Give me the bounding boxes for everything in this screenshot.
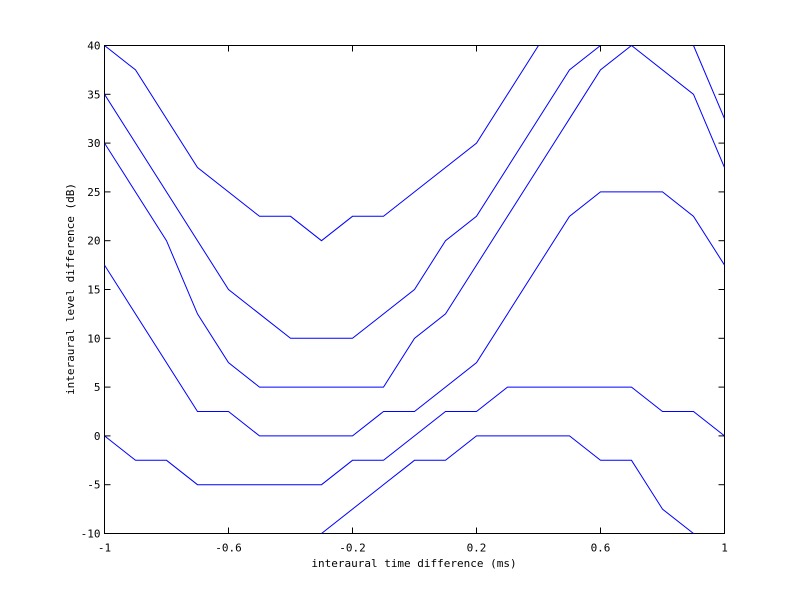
y-tick-label: 5 xyxy=(94,381,101,394)
series-line-4 xyxy=(104,191,725,437)
y-tick-label: -10 xyxy=(81,528,101,541)
ticks-layer xyxy=(104,45,725,534)
y-tick-label: 20 xyxy=(87,235,100,248)
series-line-2 xyxy=(104,45,601,339)
y-tick-label: 25 xyxy=(87,186,100,199)
x-tick-label: 0.2 xyxy=(467,542,487,555)
x-axis-label: interaural time difference (ms) xyxy=(311,557,516,570)
y-tick-label: 35 xyxy=(87,88,100,101)
series-line-1 xyxy=(104,45,539,242)
y-tick-label: 30 xyxy=(87,137,100,150)
x-tick-label: 1 xyxy=(721,542,728,555)
series-line-5 xyxy=(104,386,725,486)
y-tick-label: 15 xyxy=(87,284,100,297)
x-tick-label: -0.2 xyxy=(339,542,366,555)
y-tick-label: 0 xyxy=(94,430,101,443)
x-tick-label: 0.6 xyxy=(591,542,611,555)
y-tick-label: 40 xyxy=(87,40,100,53)
y-tick-label: 10 xyxy=(87,332,100,345)
y-tick-label: -5 xyxy=(87,479,100,492)
series-layer xyxy=(104,45,725,534)
x-tick-label: -0.6 xyxy=(215,542,242,555)
series-line-6 xyxy=(321,435,694,534)
y-axis-label: interaural level difference (dB) xyxy=(64,183,77,395)
series-line-3 xyxy=(104,45,725,388)
x-tick-label: -1 xyxy=(98,542,111,555)
tick-labels-layer: -1 -0.6 -0.2 0.2 0.6 1 -10 -5 0 5 10 15 20 25 30 35 40 xyxy=(81,40,728,555)
series-line-7 xyxy=(693,45,725,119)
